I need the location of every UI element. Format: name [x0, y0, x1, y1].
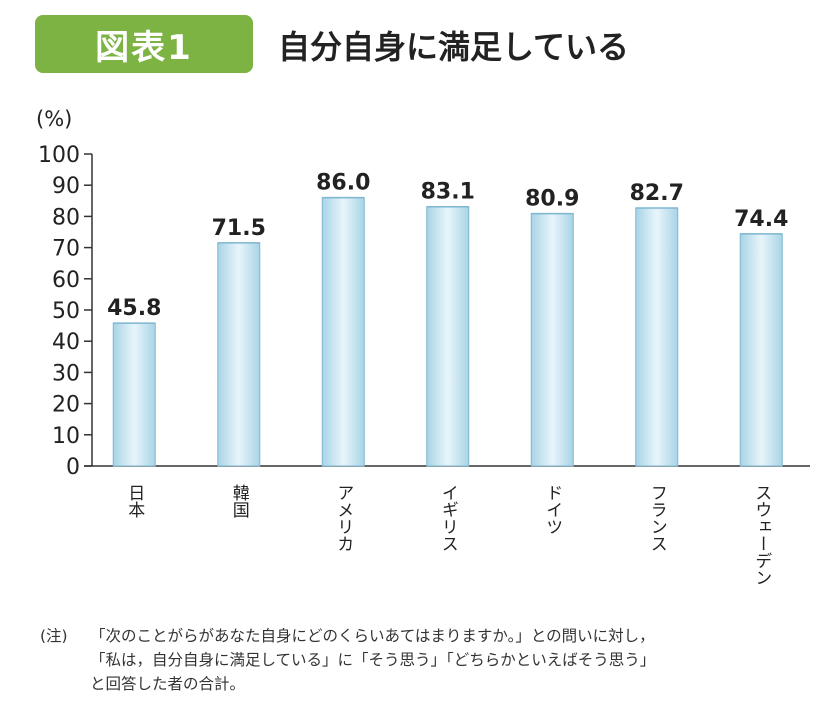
footnote-text-1: 「次のことがらがあなた自身にどのくらいあてはまりますか。」との問いに対し，: [90, 627, 655, 645]
data-label: 82.7: [630, 181, 684, 206]
bar-4: [530, 213, 574, 467]
bar-5: [635, 207, 679, 467]
footnote-line-3: と回答した者の合計。: [90, 675, 246, 693]
y-tick-label: 10: [52, 424, 80, 449]
y-tick-label: 0: [66, 455, 80, 480]
x-tick-label: ドイツ: [542, 484, 562, 535]
data-label: 71.5: [212, 216, 266, 241]
bar-6: [739, 233, 783, 467]
bar-2: [321, 197, 365, 467]
bars: [112, 196, 783, 467]
footnote-line-2: 「私は，自分自身に満足している」に「そう思う」「どちらかといえばそう思う」: [90, 651, 656, 669]
y-tick-label: 70: [52, 237, 80, 262]
x-tick-label: 日本: [124, 484, 145, 518]
x-tick-label: イギリス: [438, 484, 458, 552]
data-label: 86.0: [316, 171, 370, 196]
footnote-label: (注): [40, 627, 68, 645]
chart-title: 自分自身に満足している: [278, 28, 630, 66]
figure-number: 図表1: [95, 27, 193, 68]
y-tick-label: 20: [52, 393, 80, 418]
y-tick-label: 90: [52, 174, 80, 199]
x-tick-label: 韓国: [229, 484, 250, 518]
y-tick-label: 40: [52, 330, 80, 355]
data-label: 45.8: [107, 296, 161, 321]
y-tick-label: 60: [52, 268, 80, 293]
figure-badge: 図表1: [35, 15, 253, 73]
data-label: 74.4: [734, 207, 788, 232]
y-tick-label: 100: [38, 143, 80, 168]
x-tick-label: アメリカ: [333, 484, 353, 552]
footnote: (注) 「次のことがらがあなた自身にどのくらいあてはまりますか。」との問いに対し，…: [40, 624, 820, 696]
x-tick-label: フランス: [647, 484, 667, 552]
data-label: 83.1: [421, 180, 475, 205]
bar-0: [112, 322, 156, 467]
y-axis-unit-label: (%): [36, 107, 72, 131]
x-tick-label: スウェーデン: [751, 484, 771, 586]
bar-chart: (%) 0 10 20 30 40 50 60 70 80 90 100 45.8 日本 71.5 韓国 86.…: [36, 107, 810, 586]
y-tick-label: 50: [52, 299, 80, 324]
bar-3: [426, 206, 470, 467]
bar-1: [217, 242, 261, 467]
footnote-line-1: (注) 「次のことがらがあなた自身にどのくらいあてはまりますか。」との問いに対し，: [40, 624, 820, 648]
y-tick-label: 30: [52, 361, 80, 386]
data-label: 80.9: [525, 187, 579, 212]
y-tick-label: 80: [52, 205, 80, 230]
labels: (%) 0 10 20 30 40 50 60 70 80 90 100 45.8 日本 71.5 韓国 86.…: [36, 107, 788, 586]
